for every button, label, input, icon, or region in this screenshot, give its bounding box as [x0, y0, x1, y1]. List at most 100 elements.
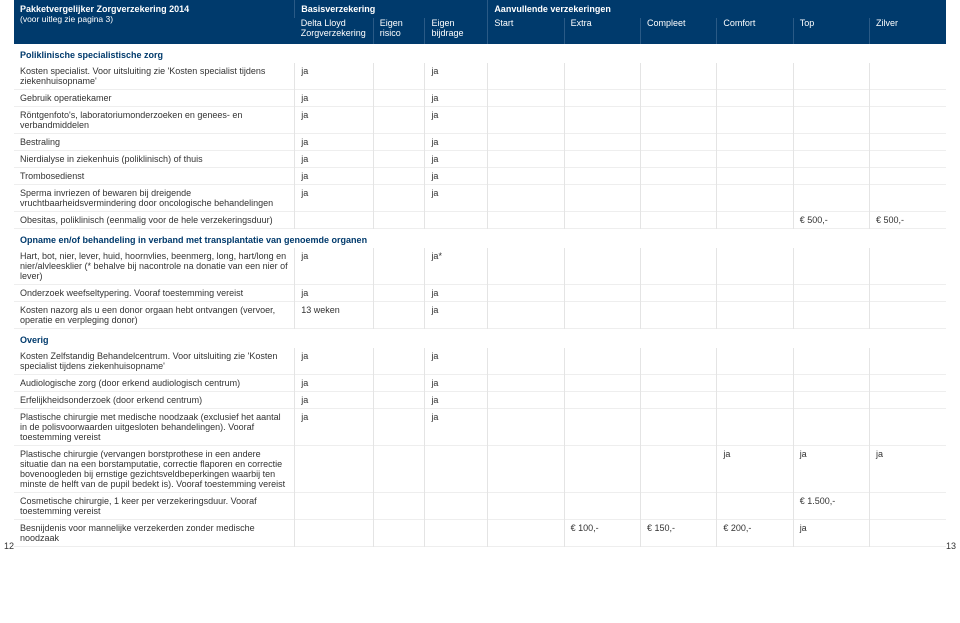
table-row: Cosmetische chirurgie, 1 keer per verzek… — [14, 493, 946, 520]
cell-a1 — [488, 348, 564, 375]
cell-b1: ja — [295, 348, 374, 375]
cell-a1 — [488, 520, 564, 547]
cell-a5 — [793, 392, 869, 409]
cell-b3 — [425, 520, 488, 547]
row-description: Gebruik operatiekamer — [14, 90, 295, 107]
cell-a5: € 1.500,- — [793, 493, 869, 520]
cell-b2 — [373, 493, 425, 520]
cell-a6 — [870, 107, 946, 134]
section-title: Overig — [14, 329, 946, 349]
page-number-left: 12 — [4, 541, 14, 551]
cell-a1 — [488, 212, 564, 229]
cell-a3 — [641, 375, 717, 392]
cell-b3: ja — [425, 151, 488, 168]
cell-a2 — [564, 168, 640, 185]
cell-b3: ja — [425, 392, 488, 409]
col-top: Top — [793, 18, 869, 44]
table-row: Besnijdenis voor mannelijke verzekerden … — [14, 520, 946, 547]
cell-b2 — [373, 285, 425, 302]
cell-a6 — [870, 168, 946, 185]
cell-b1: ja — [295, 63, 374, 90]
cell-b1 — [295, 493, 374, 520]
section-heading: Overig — [14, 329, 946, 349]
cell-a6 — [870, 409, 946, 446]
cell-b1: ja — [295, 151, 374, 168]
cell-a6 — [870, 90, 946, 107]
cell-a1 — [488, 302, 564, 329]
cell-a4 — [717, 285, 793, 302]
cell-b3: ja — [425, 63, 488, 90]
col-eigen-risico: Eigen risico — [373, 18, 425, 44]
cell-a1 — [488, 151, 564, 168]
table-row: Erfelijkheidsonderzoek (door erkend cent… — [14, 392, 946, 409]
cell-a5 — [793, 107, 869, 134]
cell-a3 — [641, 409, 717, 446]
cell-a5 — [793, 63, 869, 90]
table-row: Hart, bot, nier, lever, huid, hoornvlies… — [14, 248, 946, 285]
cell-a2 — [564, 348, 640, 375]
cell-b1 — [295, 520, 374, 547]
cell-a1 — [488, 285, 564, 302]
cell-b1: ja — [295, 107, 374, 134]
cell-a1 — [488, 134, 564, 151]
cell-b3 — [425, 212, 488, 229]
row-description: Kosten nazorg als u een donor orgaan heb… — [14, 302, 295, 329]
cell-a6 — [870, 285, 946, 302]
table-row: Plastische chirurgie met medische noodza… — [14, 409, 946, 446]
cell-b1: ja — [295, 248, 374, 285]
col-compleet: Compleet — [641, 18, 717, 44]
cell-a3 — [641, 248, 717, 285]
table-row: Gebruik operatiekamerjaja — [14, 90, 946, 107]
col-eigen-bijdrage: Eigen bijdrage — [425, 18, 488, 44]
row-description: Plastische chirurgie met medische noodza… — [14, 409, 295, 446]
row-description: Bestraling — [14, 134, 295, 151]
header-group-aanvullend: Aanvullende verzekeringen — [488, 0, 946, 18]
cell-a6 — [870, 493, 946, 520]
table-row: Obesitas, poliklinisch (eenmalig voor de… — [14, 212, 946, 229]
cell-a2 — [564, 134, 640, 151]
cell-a2 — [564, 375, 640, 392]
cell-a5: ja — [793, 520, 869, 547]
cell-a2 — [564, 185, 640, 212]
section-title: Poliklinische specialistische zorg — [14, 44, 946, 63]
page-title: Pakketvergelijker Zorgverzekering 2014 — [20, 4, 189, 14]
cell-b1 — [295, 446, 374, 493]
cell-a6 — [870, 375, 946, 392]
cell-a6 — [870, 348, 946, 375]
col-comfort: Comfort — [717, 18, 793, 44]
cell-b2 — [373, 107, 425, 134]
cell-a4: € 200,- — [717, 520, 793, 547]
cell-a3 — [641, 446, 717, 493]
page-subtitle: (voor uitleg zie pagina 3) — [20, 14, 288, 24]
cell-a6: ja — [870, 446, 946, 493]
cell-a4 — [717, 302, 793, 329]
cell-a1 — [488, 107, 564, 134]
cell-a3 — [641, 348, 717, 375]
cell-a2 — [564, 90, 640, 107]
cell-a3 — [641, 151, 717, 168]
cell-a6 — [870, 151, 946, 168]
row-description: Onderzoek weefseltypering. Vooraf toeste… — [14, 285, 295, 302]
cell-a2: € 100,- — [564, 520, 640, 547]
cell-b2 — [373, 248, 425, 285]
cell-b1: ja — [295, 409, 374, 446]
cell-a4 — [717, 185, 793, 212]
cell-a3 — [641, 212, 717, 229]
cell-a3 — [641, 493, 717, 520]
row-description: Erfelijkheidsonderzoek (door erkend cent… — [14, 392, 295, 409]
cell-b2 — [373, 63, 425, 90]
cell-b3: ja — [425, 285, 488, 302]
cell-a3 — [641, 302, 717, 329]
section-heading: Opname en/of behandeling in verband met … — [14, 229, 946, 249]
table-row: Audiologische zorg (door erkend audiolog… — [14, 375, 946, 392]
cell-b3: ja — [425, 375, 488, 392]
cell-a3 — [641, 185, 717, 212]
cell-b2 — [373, 348, 425, 375]
cell-a4 — [717, 375, 793, 392]
table-header: Pakketvergelijker Zorgverzekering 2014 (… — [14, 0, 946, 44]
cell-b1: ja — [295, 185, 374, 212]
cell-a6 — [870, 392, 946, 409]
row-description: Trombosedienst — [14, 168, 295, 185]
cell-b1: ja — [295, 285, 374, 302]
comparison-table: Pakketvergelijker Zorgverzekering 2014 (… — [14, 0, 946, 547]
